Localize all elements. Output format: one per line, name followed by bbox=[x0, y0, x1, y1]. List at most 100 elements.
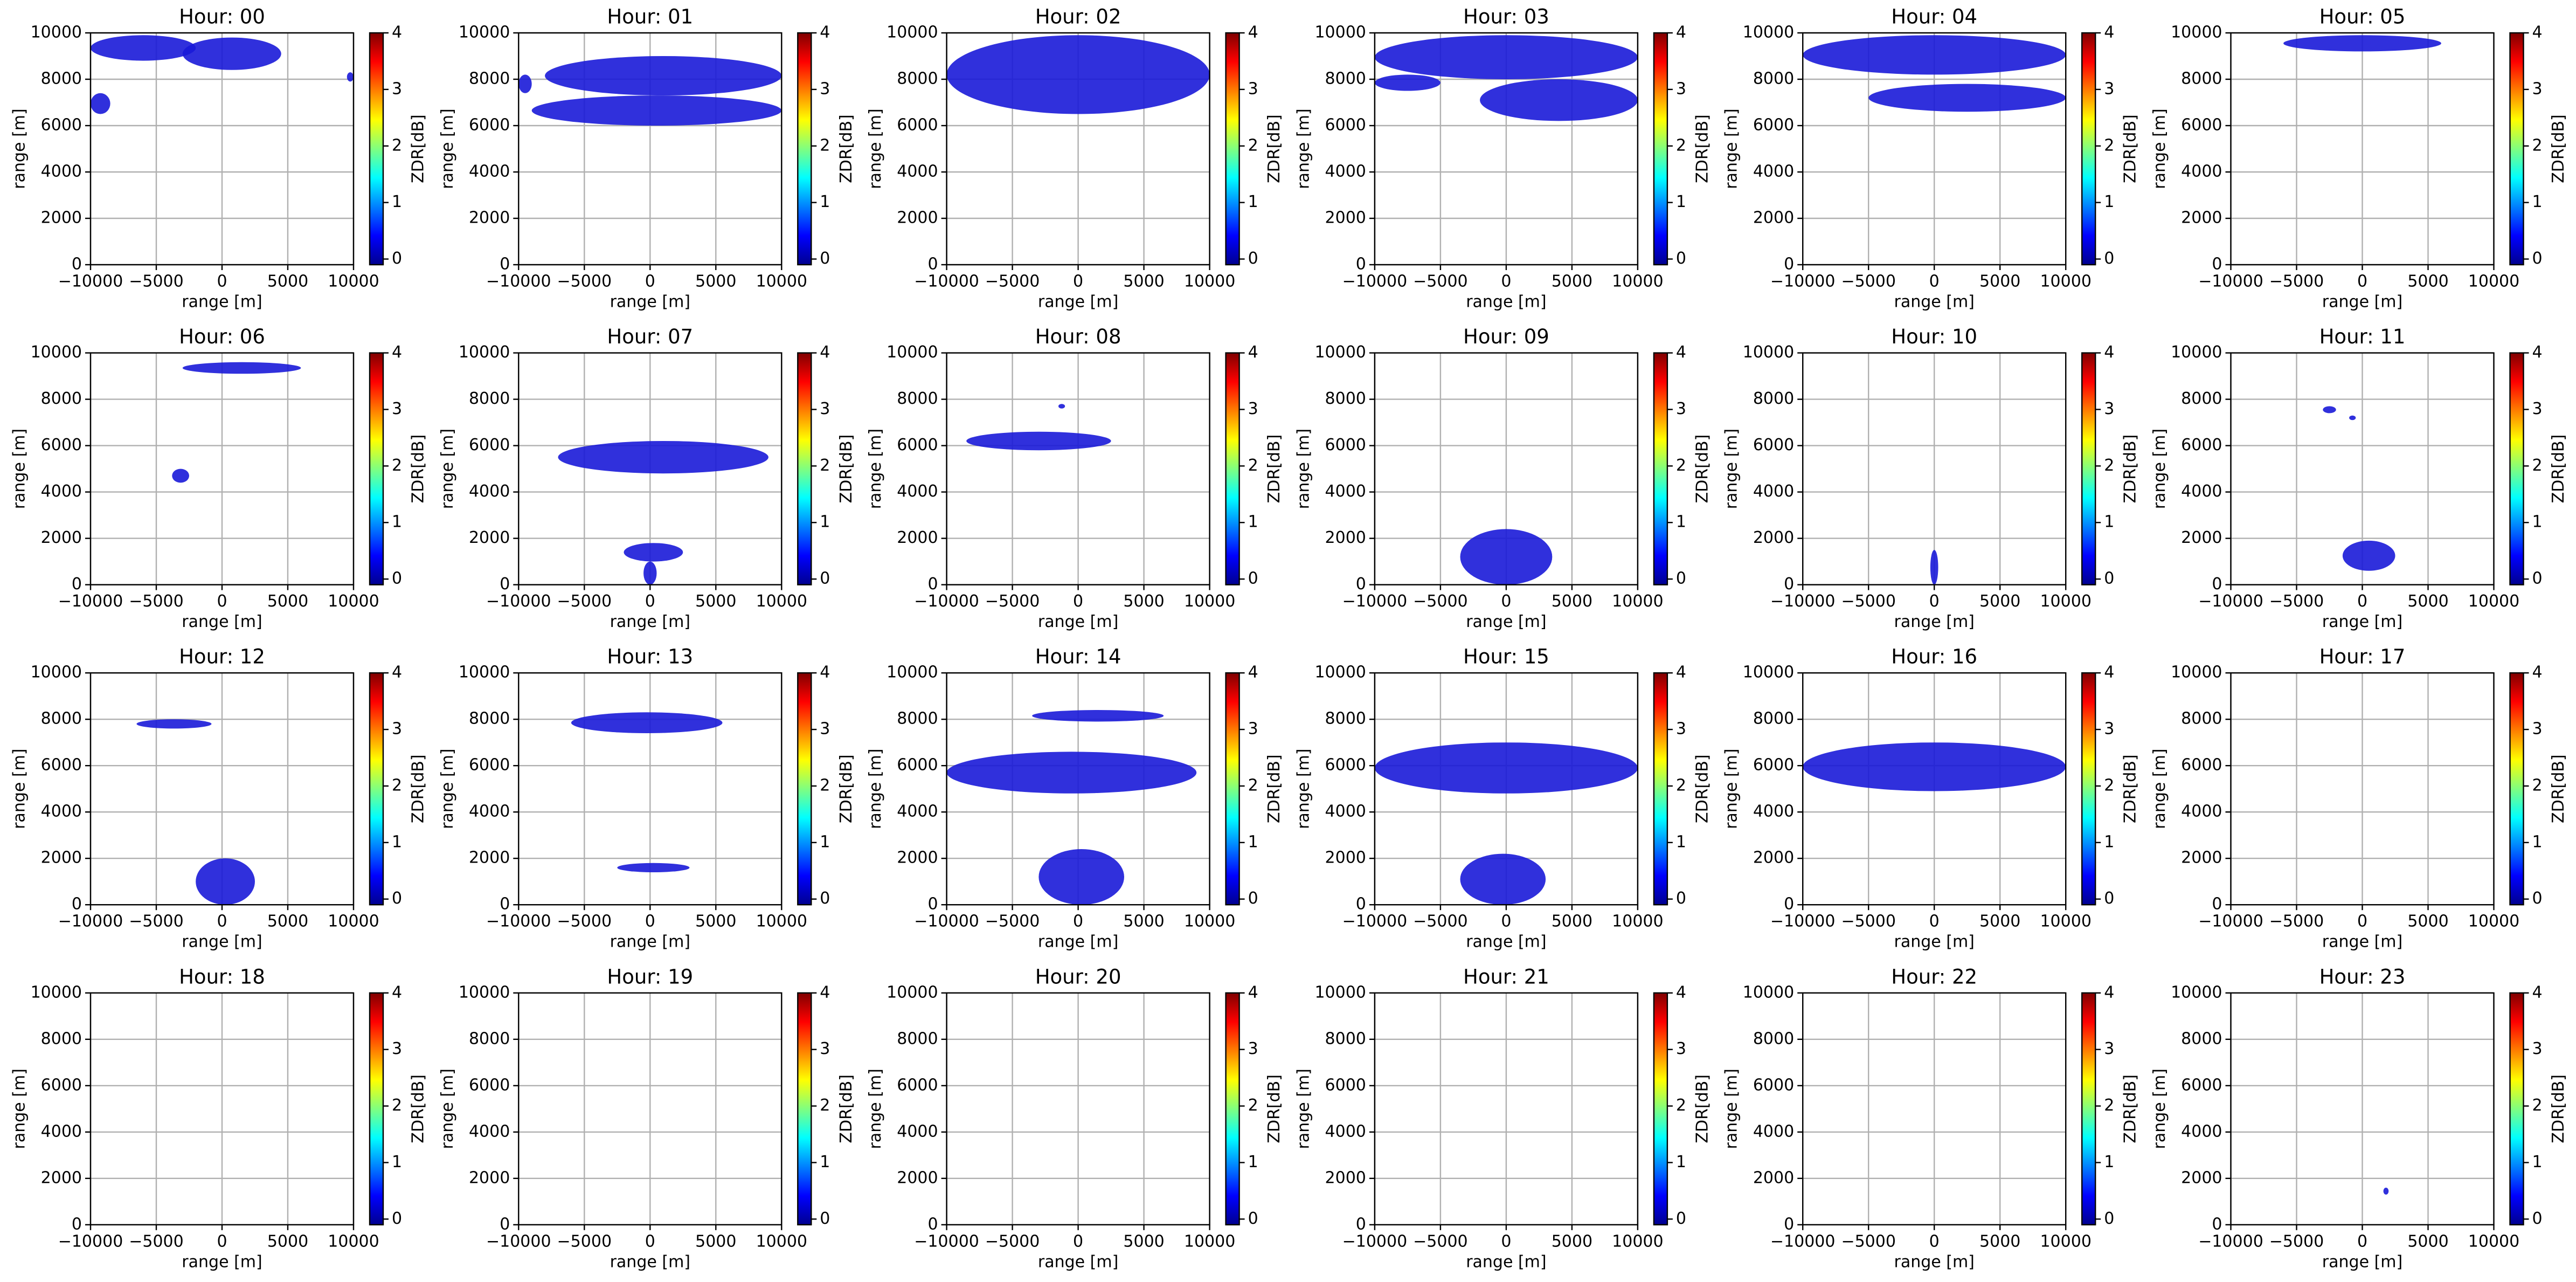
y-tick-label: 8000 bbox=[2181, 1029, 2222, 1048]
x-tick-label: −10000 bbox=[58, 592, 123, 611]
y-tick-label: 8000 bbox=[2181, 709, 2222, 728]
colorbar-label: ZDR[dB] bbox=[2549, 435, 2568, 504]
y-tick-label: 4000 bbox=[1325, 1122, 1366, 1141]
x-tick-label: 10000 bbox=[1612, 592, 1663, 611]
x-tick-label: −10000 bbox=[1342, 592, 1408, 611]
colorbar-tick-label: 3 bbox=[2532, 1039, 2543, 1058]
y-tick-label: 10000 bbox=[1314, 23, 1366, 42]
colorbar bbox=[369, 672, 384, 906]
x-axis-label: range [m] bbox=[2322, 1252, 2402, 1271]
subplot: −10000 −5000 0 5000 100000200040006000800010… bbox=[10, 645, 428, 952]
colorbar-tick-label: 1 bbox=[2532, 192, 2543, 211]
x-tick-label: 0 bbox=[1929, 912, 1940, 931]
x-tick-label: −5000 bbox=[1413, 592, 1467, 611]
subplot: −10000 −5000 0 5000 100000200040006000800010… bbox=[10, 325, 428, 631]
colorbar-tick-label: 4 bbox=[820, 23, 830, 42]
y-tick-label: 2000 bbox=[2181, 1168, 2222, 1187]
echo-region bbox=[91, 35, 196, 61]
colorbar-tick-label: 2 bbox=[1676, 1096, 1686, 1115]
x-tick-label: 0 bbox=[1073, 272, 1083, 291]
y-tick-label: 4000 bbox=[1753, 162, 1794, 181]
y-tick-label: 2000 bbox=[1753, 209, 1794, 228]
colorbar-tick-label: 4 bbox=[2104, 343, 2114, 362]
y-tick-label: 2000 bbox=[41, 1168, 82, 1187]
x-axis-label: range [m] bbox=[182, 293, 262, 312]
colorbar-tick-label: 3 bbox=[2104, 399, 2114, 418]
colorbar bbox=[2081, 352, 2096, 585]
colorbar-tick-label: 4 bbox=[2532, 663, 2543, 682]
y-tick-label: 0 bbox=[1356, 1215, 1366, 1233]
subplot: −10000 −5000 0 5000 100000200040006000800010… bbox=[10, 5, 428, 312]
subplot-title: Hour: 03 bbox=[1463, 5, 1549, 29]
y-axis-label: range [m] bbox=[438, 748, 457, 829]
colorbar-tick-label: 4 bbox=[1676, 663, 1686, 682]
colorbar-tick-label: 0 bbox=[1248, 249, 1258, 268]
y-axis-label: range [m] bbox=[1294, 108, 1313, 189]
colorbar-tick-label: 1 bbox=[1248, 832, 1258, 851]
colorbar bbox=[369, 992, 384, 1226]
x-tick-label: 10000 bbox=[328, 592, 379, 611]
x-tick-label: −5000 bbox=[985, 272, 1040, 291]
y-tick-label: 8000 bbox=[2181, 389, 2222, 408]
y-tick-label: 2000 bbox=[41, 528, 82, 547]
colorbar-tick-label: 3 bbox=[1248, 720, 1258, 739]
x-tick-label: −10000 bbox=[914, 592, 979, 611]
y-tick-label: 6000 bbox=[2181, 116, 2222, 135]
y-tick-label: 6000 bbox=[2181, 756, 2222, 775]
x-tick-label: 10000 bbox=[1612, 272, 1663, 291]
x-axis-label: range [m] bbox=[610, 933, 690, 952]
y-axis-label: range [m] bbox=[10, 748, 29, 829]
y-tick-label: 10000 bbox=[459, 983, 510, 1002]
colorbar-tick-label: 0 bbox=[1248, 889, 1258, 908]
colorbar-tick-label: 4 bbox=[392, 983, 402, 1002]
y-tick-label: 6000 bbox=[469, 116, 510, 135]
colorbar-tick-label: 3 bbox=[1248, 1039, 1258, 1058]
x-tick-label: −5000 bbox=[985, 1232, 1040, 1251]
colorbar-tick-label: 0 bbox=[1676, 249, 1686, 268]
y-tick-label: 8000 bbox=[2181, 70, 2222, 88]
colorbar-tick-label: 0 bbox=[1248, 1209, 1258, 1228]
colorbar bbox=[369, 352, 384, 585]
y-tick-label: 4000 bbox=[2181, 162, 2222, 181]
subplot-title: Hour: 20 bbox=[1035, 965, 1121, 988]
axes-frame bbox=[1802, 32, 2067, 266]
y-axis-label: range [m] bbox=[10, 429, 29, 509]
y-tick-label: 2000 bbox=[897, 209, 938, 228]
colorbar-tick-label: 1 bbox=[1676, 832, 1686, 851]
colorbar-tick-label: 4 bbox=[2532, 983, 2543, 1002]
y-tick-label: 8000 bbox=[1325, 70, 1366, 88]
colorbar-tick-label: 3 bbox=[2104, 720, 2114, 739]
colorbar-tick-label: 4 bbox=[392, 343, 402, 362]
x-axis-label: range [m] bbox=[610, 1252, 690, 1271]
y-tick-label: 8000 bbox=[1753, 389, 1794, 408]
subplot-title: Hour: 15 bbox=[1463, 645, 1549, 668]
x-tick-label: 10000 bbox=[2468, 272, 2519, 291]
x-axis-label: range [m] bbox=[2322, 612, 2402, 631]
y-tick-label: 4000 bbox=[1325, 162, 1366, 181]
colorbar-tick-label: 2 bbox=[1248, 136, 1258, 155]
x-axis-label: range [m] bbox=[1466, 293, 1546, 312]
colorbar-tick-label: 3 bbox=[2532, 399, 2543, 418]
x-tick-label: 10000 bbox=[328, 912, 379, 931]
colorbar bbox=[2081, 32, 2096, 266]
y-axis-label: range [m] bbox=[1722, 429, 1741, 509]
colorbar-tick-label: 3 bbox=[820, 79, 830, 98]
colorbar-tick-label: 4 bbox=[1248, 983, 1258, 1002]
x-tick-label: 5000 bbox=[1123, 1232, 1164, 1251]
x-axis-label: range [m] bbox=[182, 933, 262, 952]
x-tick-label: 5000 bbox=[267, 592, 308, 611]
x-tick-label: −5000 bbox=[557, 592, 612, 611]
y-axis-label: range [m] bbox=[10, 108, 29, 189]
colorbar-label: ZDR[dB] bbox=[409, 754, 428, 823]
x-tick-label: 10000 bbox=[756, 592, 807, 611]
x-tick-label: 0 bbox=[1501, 912, 1511, 931]
echo-region bbox=[946, 35, 1210, 114]
x-tick-label: 10000 bbox=[1612, 1232, 1663, 1251]
echo-region bbox=[2342, 540, 2395, 571]
x-tick-label: −10000 bbox=[1770, 1232, 1836, 1251]
x-tick-label: 0 bbox=[217, 1232, 227, 1251]
y-tick-label: 0 bbox=[2212, 575, 2222, 594]
y-tick-label: 4000 bbox=[897, 802, 938, 821]
y-tick-label: 8000 bbox=[897, 1029, 938, 1048]
